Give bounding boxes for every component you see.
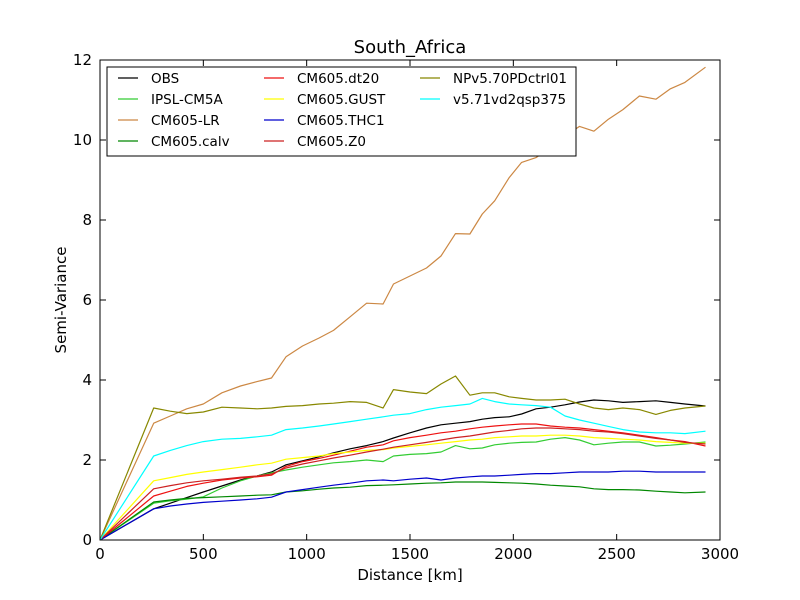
x-tick-label: 0 bbox=[95, 545, 105, 563]
x-tick-label: 2000 bbox=[494, 545, 532, 563]
series-line-cm605-lr bbox=[99, 66, 706, 541]
legend-label-v5-71vd2qsp375: v5.71vd2qsp375 bbox=[453, 92, 566, 108]
x-tick-label: 3000 bbox=[701, 545, 739, 563]
tick-layer: 0 500 1000 1500 2000 2500 3000 0 2 4 6 8 10 12 bbox=[73, 51, 739, 563]
series-line-cm605-z0 bbox=[99, 427, 706, 541]
y-tick-label: 8 bbox=[82, 211, 92, 229]
y-tick-label: 10 bbox=[73, 131, 92, 149]
series-line-cm605-dt20 bbox=[99, 423, 706, 541]
series-line-cm605-calv bbox=[99, 481, 706, 541]
y-tick-label: 4 bbox=[82, 371, 92, 389]
legend-label-cm605-gust: CM605.GUST bbox=[297, 92, 386, 108]
y-tick-label: 0 bbox=[82, 531, 92, 549]
legend-label-ipsl-cm5a: IPSL-CM5A bbox=[151, 92, 224, 108]
chart-title: South_Africa bbox=[354, 37, 467, 58]
legend-label-cm605-z0: CM605.Z0 bbox=[297, 134, 366, 150]
series-line-v5-71vd2qsp375 bbox=[99, 397, 706, 541]
legend-label-cm605-calv: CM605.calv bbox=[151, 134, 230, 150]
x-axis-label: Distance [km] bbox=[357, 566, 462, 584]
series-line-cm605-gust bbox=[99, 434, 706, 541]
legend-label-npv5-70pdctrl01: NPv5.70PDctrl01 bbox=[453, 71, 567, 87]
x-tick-label: 1500 bbox=[391, 545, 429, 563]
legend-label-cm605-lr: CM605-LR bbox=[151, 113, 220, 129]
x-tick-label: 1000 bbox=[288, 545, 326, 563]
y-tick-label: 6 bbox=[82, 291, 92, 309]
series-line-npv5-70pdctrl01 bbox=[99, 375, 706, 541]
legend-label-cm605-thc1: CM605.THC1 bbox=[297, 113, 385, 129]
x-tick-label: 2500 bbox=[598, 545, 636, 563]
y-axis-label: Semi-Variance bbox=[52, 247, 70, 354]
y-tick-label: 2 bbox=[82, 451, 92, 469]
series-layer bbox=[99, 66, 706, 541]
y-tick-label: 12 bbox=[73, 51, 92, 69]
legend-label-obs: OBS bbox=[151, 71, 179, 87]
legend-label-cm605-dt20: CM605.dt20 bbox=[297, 71, 379, 87]
series-line-cm605-thc1 bbox=[99, 470, 706, 541]
series-line-ipsl-cm5a bbox=[99, 437, 706, 541]
legend: OBS IPSL-CM5A CM605-LR CM605.calv CM605.dt20… bbox=[106, 66, 577, 157]
x-tick-label: 500 bbox=[189, 545, 218, 563]
legend-box bbox=[106, 66, 577, 157]
series-line-obs bbox=[99, 399, 706, 541]
